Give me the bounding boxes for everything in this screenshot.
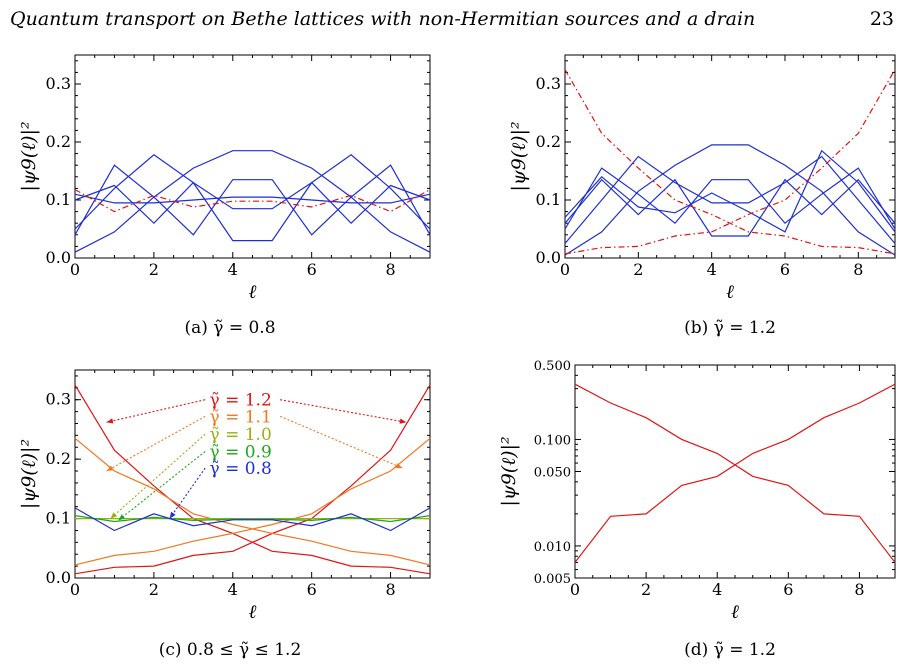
x-axis-label: ℓ: [726, 281, 734, 303]
annotation-arrowhead: [118, 514, 126, 521]
x-tick-label: 2: [633, 260, 643, 279]
x-tick-label: 8: [854, 580, 864, 599]
annotation-label: γ̃ = 1.1: [210, 407, 272, 427]
annotation-arrow: [106, 399, 206, 423]
y-tick-label: 0.3: [46, 74, 71, 93]
x-axis-label: ℓ: [249, 281, 257, 303]
x-tick-label: 8: [385, 260, 395, 279]
annotation-arrowhead: [169, 511, 176, 519]
plot-frame: [564, 54, 896, 259]
series-line: [74, 507, 431, 532]
series-line: [74, 164, 431, 236]
y-axis-label: |ψ9(ℓ)|²: [508, 121, 530, 191]
x-tick-label: 8: [385, 580, 395, 599]
x-tick-label: 6: [780, 260, 790, 279]
x-tick-label: 2: [149, 260, 159, 279]
x-tick-label: 6: [307, 260, 317, 279]
y-tick-label: 0.1: [46, 190, 71, 209]
x-tick-label: 0: [560, 260, 570, 279]
annotation-arrowhead: [399, 418, 407, 424]
y-tick-label: 0.500: [534, 359, 571, 374]
y-tick-label: 0.2: [46, 132, 71, 151]
series-line: [74, 150, 431, 253]
series-line: [74, 437, 431, 566]
page-number: 23: [869, 8, 894, 30]
y-tick-label: 0.100: [534, 433, 571, 448]
x-tick-label: 4: [707, 260, 717, 279]
series-line: [74, 154, 431, 230]
series-line: [564, 144, 896, 256]
x-tick-label: 8: [853, 260, 863, 279]
plot-frame: [74, 54, 431, 259]
annotation-arrowhead: [395, 463, 403, 469]
annotation-arrow: [110, 433, 206, 519]
y-tick-label: 0.3: [46, 390, 71, 409]
annotation-arrowhead: [110, 512, 118, 519]
y-tick-label: 0.0: [46, 568, 71, 587]
y-tick-label: 0.0: [536, 248, 561, 267]
series-line: [74, 189, 431, 213]
x-tick-label: 6: [307, 580, 317, 599]
chart-panel-d: 0 2 4 6 8 0.005 0.010 0.050 0.100 0.500 ℓ |ψ9(ℓ)|²: [498, 359, 896, 623]
series-line: [74, 193, 431, 204]
series-line: [564, 167, 896, 230]
x-tick-label: 4: [712, 580, 722, 599]
page-header: Quantum transport on Bethe lattices with…: [0, 0, 902, 40]
caption-a: (a) γ̃ = 0.8: [184, 318, 276, 338]
x-axis-label: ℓ: [731, 601, 739, 623]
annotation-arrow: [169, 467, 206, 519]
x-tick-label: 4: [228, 260, 238, 279]
x-tick-label: 6: [783, 580, 793, 599]
annotation-label: γ̃ = 0.9: [210, 442, 272, 462]
plot-frame: [574, 364, 896, 579]
y-axis-label: |ψ9(ℓ)|²: [18, 439, 40, 509]
x-axis-label: ℓ: [249, 601, 257, 623]
y-tick-label: 0.0: [46, 248, 71, 267]
series-line: [564, 149, 896, 233]
y-tick-label: 0.2: [46, 449, 71, 468]
y-tick-label: 0.010: [534, 540, 571, 555]
caption-c: (c) 0.8 ≤ γ̃ ≤ 1.2: [158, 640, 302, 660]
annotation-label: γ̃ = 0.8: [210, 459, 272, 479]
annotation-arrow: [118, 450, 206, 521]
y-axis-label: |ψ9(ℓ)|²: [18, 121, 40, 191]
series-line: [564, 155, 896, 244]
x-tick-label: 2: [641, 580, 651, 599]
running-title: Quantum transport on Bethe lattices with…: [10, 8, 756, 30]
annotation-label: γ̃ = 1.2: [210, 391, 272, 411]
series-line: [74, 181, 431, 242]
x-tick-label: 4: [228, 580, 238, 599]
y-axis-label: |ψ9(ℓ)|²: [498, 436, 520, 506]
x-tick-label: 0: [70, 260, 80, 279]
annotation-arrow: [279, 415, 403, 469]
annotation-label: γ̃ = 1.0: [210, 425, 272, 445]
series-line: [574, 383, 896, 563]
series-line: [74, 384, 431, 575]
y-tick-label: 0.1: [46, 509, 71, 528]
series-line: [564, 69, 896, 255]
x-tick-label: 0: [70, 580, 80, 599]
y-tick-label: 0.1: [536, 190, 561, 209]
y-tick-label: 0.050: [534, 466, 571, 481]
y-tick-label: 0.2: [536, 132, 561, 151]
annotation-arrow: [280, 399, 407, 423]
x-tick-label: 2: [149, 580, 159, 599]
caption-b: (b) γ̃ = 1.2: [684, 318, 776, 338]
y-tick-label: 0.3: [536, 74, 561, 93]
y-tick-label: 0.005: [534, 572, 571, 587]
annotation-arrowhead: [106, 465, 114, 471]
series-line: [564, 69, 896, 255]
chart-panel-b: 0 2 4 6 8 0.0 0.1 0.2 0.3 ℓ |ψ9(ℓ)|²: [508, 54, 896, 303]
annotation-arrowhead: [106, 418, 114, 424]
series-line: [574, 383, 896, 563]
x-tick-label: 0: [570, 580, 580, 599]
annotation-arrow: [106, 415, 206, 472]
chart-panel-c: 0 2 4 6 80.00.10.20.3ℓ|ψ9(ℓ)|²γ̃ = 1.2γ̃ = 1…: [18, 369, 431, 623]
series-line: [564, 178, 896, 237]
caption-d: (d) γ̃ = 1.2: [684, 640, 776, 660]
chart-panel-a: 0 2 4 6 8 0.0 0.1 0.2 0.3 ℓ |ψ9(ℓ)|²: [18, 54, 431, 303]
